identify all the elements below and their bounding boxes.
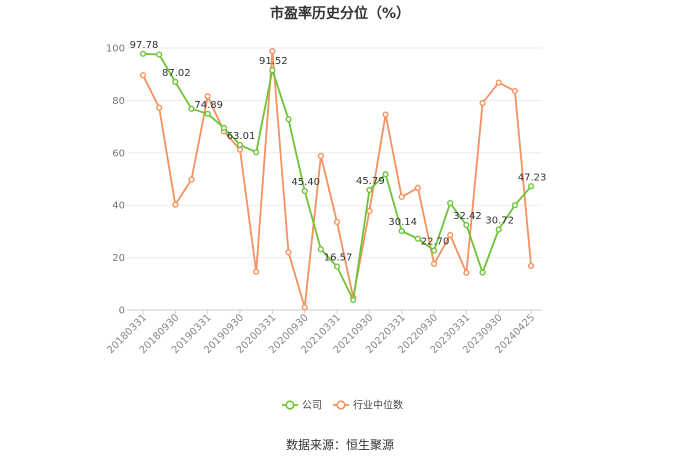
industry-point (188, 176, 195, 183)
company-point (398, 227, 405, 235)
legend-industry-marker (336, 400, 346, 410)
industry-point (463, 269, 470, 276)
industry-point (398, 193, 405, 200)
industry-point (479, 99, 486, 107)
industry-point (301, 304, 308, 311)
data-label: 16.57 (324, 253, 353, 264)
company-point (382, 171, 389, 178)
company-point (414, 235, 421, 242)
industry-point (172, 201, 179, 208)
y-tick-label: 40 (112, 201, 125, 212)
company-point (366, 186, 373, 194)
industry-point (269, 48, 276, 55)
company-point (188, 105, 195, 112)
company-point (139, 50, 147, 57)
data-label: 32.42 (453, 211, 482, 222)
industry-point (495, 79, 502, 86)
data-label: 63.01 (227, 131, 256, 142)
company-point (236, 141, 244, 149)
data-label: 47.23 (518, 172, 547, 183)
company-point (350, 296, 357, 304)
company-point (447, 200, 454, 207)
legend-industry-label: 行业中位数 (353, 399, 403, 412)
company-point (285, 116, 292, 123)
company-point (463, 221, 470, 229)
company-point (333, 263, 341, 270)
y-tick-label: 80 (112, 96, 125, 107)
company-point (301, 187, 308, 195)
company-point (220, 124, 227, 132)
data-label: 91.52 (259, 56, 288, 67)
company-point (269, 67, 276, 74)
company-point (317, 246, 324, 253)
company-point (511, 202, 519, 209)
legend-company-label: 公司 (302, 401, 322, 412)
company-point (204, 110, 211, 117)
industry-point (139, 72, 147, 79)
data-label: 30.72 (485, 216, 514, 227)
data-label: 87.02 (162, 68, 191, 79)
industry-point (317, 152, 324, 160)
industry-point (285, 249, 292, 256)
data-source-note: 数据来源：恒生聚源 (285, 438, 394, 452)
industry-point (414, 184, 421, 192)
company-point (253, 149, 260, 156)
data-label: 22.70 (421, 237, 450, 248)
company-point (527, 183, 535, 190)
industry-point (156, 104, 163, 111)
data-label: 97.78 (130, 40, 159, 51)
legend-company-marker (285, 400, 295, 410)
industry-point (527, 262, 535, 270)
company-point (430, 247, 438, 254)
chart-title: 市盈率历史分位（%） (269, 6, 411, 22)
industry-point (253, 268, 260, 275)
y-tick-label: 20 (112, 253, 125, 264)
y-tick-label: 100 (106, 44, 125, 55)
y-tick-label: 60 (112, 148, 125, 159)
industry-point (511, 87, 519, 95)
data-label: 45.40 (291, 177, 320, 188)
company-point (156, 51, 163, 58)
data-label: 30.14 (388, 217, 417, 228)
y-tick-label: 0 (119, 306, 125, 317)
company-point (479, 269, 486, 276)
data-label: 45.79 (356, 176, 385, 187)
company-point (495, 226, 502, 233)
company-point (172, 78, 179, 86)
industry-point (366, 207, 373, 215)
industry-point (204, 93, 211, 100)
industry-point (447, 231, 454, 239)
industry-point (333, 218, 341, 226)
industry-point (430, 260, 438, 267)
industry-point (382, 111, 389, 118)
data-label: 74.89 (194, 100, 223, 111)
